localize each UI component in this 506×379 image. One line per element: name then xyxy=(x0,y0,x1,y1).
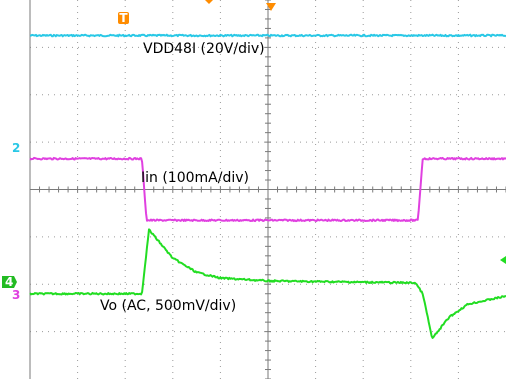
channel-4-trace xyxy=(29,228,506,339)
trigger-position-marker xyxy=(266,3,276,11)
channel-4-label: Vo (AC, 500mV/div) xyxy=(100,298,236,314)
channel-2-trace xyxy=(29,156,506,223)
channel-2-label: Iin (100mA/div) xyxy=(141,170,249,186)
channel-1-trace xyxy=(29,33,506,38)
svg-text:3: 3 xyxy=(12,288,20,302)
channel-1-label: VDD48I (20V/div) xyxy=(143,41,265,57)
channel-3-marker: 3 xyxy=(12,288,20,302)
graticule-grid xyxy=(29,0,506,379)
channel-traces xyxy=(29,33,506,339)
top-edge-marker xyxy=(205,0,213,4)
channel-2-marker: 2 xyxy=(12,141,20,155)
channel-4-marker: 4 xyxy=(2,275,17,289)
svg-text:T: T xyxy=(119,11,128,25)
svg-text:4: 4 xyxy=(5,275,13,289)
svg-text:2: 2 xyxy=(12,141,20,155)
right-edge-marker xyxy=(500,256,506,264)
trigger-marker: T xyxy=(118,11,129,25)
